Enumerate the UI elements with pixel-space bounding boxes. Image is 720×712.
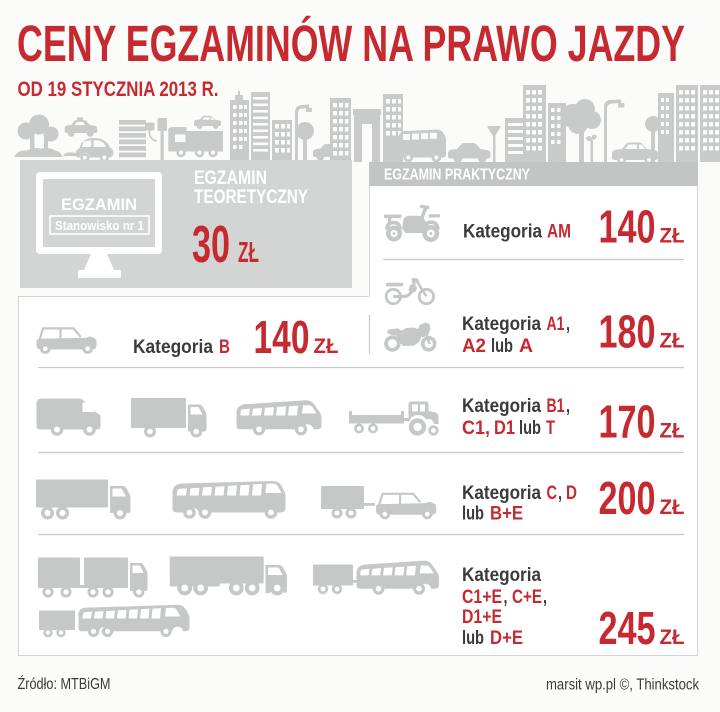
svg-text:ZŁ: ZŁ [238,237,259,269]
svg-text:EGZAMIN PRAKTYCZNY: EGZAMIN PRAKTYCZNY [384,167,530,184]
svg-text:lub: lub [491,336,513,357]
svg-text:lub: lub [519,418,541,439]
svg-text:C: C [547,483,558,504]
svg-text:245: 245 [599,602,656,654]
svg-text:B+E: B+E [490,504,523,525]
svg-text:ZŁ: ZŁ [660,224,685,248]
svg-text:D1: D1 [494,418,515,439]
svg-text:EGZAMIN: EGZAMIN [194,168,267,189]
svg-text:,: , [566,314,570,335]
svg-text:Kategoria: Kategoria [462,483,541,504]
svg-text:140: 140 [599,201,656,253]
svg-text:lub: lub [462,628,484,649]
svg-text:EGZAMIN: EGZAMIN [61,196,137,214]
svg-text:Kategoria: Kategoria [462,396,541,417]
svg-text:,: , [558,483,562,504]
svg-text:lub: lub [462,504,484,525]
svg-text:D: D [566,483,577,504]
svg-text:Źródło: MTBiGM: Źródło: MTBiGM [18,676,111,693]
svg-text:C1,: C1, [462,418,490,439]
svg-text:marsit wp.pl ©, Thinkstock: marsit wp.pl ©, Thinkstock [546,677,699,694]
svg-text:170: 170 [599,396,656,448]
svg-text:A1: A1 [547,314,565,335]
svg-text:Kategoria: Kategoria [463,222,542,243]
svg-text:,: , [543,587,547,608]
svg-text:,: , [566,396,570,417]
svg-text:Kategoria: Kategoria [133,337,213,358]
svg-text:TEORETYCZNY: TEORETYCZNY [194,187,308,208]
svg-text:200: 200 [599,472,656,524]
svg-text:140: 140 [254,311,310,363]
svg-text:ZŁ: ZŁ [660,329,685,353]
svg-text:Kategoria: Kategoria [462,565,541,586]
svg-text:ZŁ: ZŁ [660,495,685,519]
svg-text:T: T [546,418,555,439]
svg-text:A: A [519,336,533,357]
svg-text:B1: B1 [547,396,565,417]
svg-text:D+E: D+E [490,628,523,649]
svg-text:B: B [219,337,230,358]
svg-text:Stanowisko nr 1: Stanowisko nr 1 [55,218,144,233]
svg-text:,: , [504,587,508,608]
svg-text:Kategoria: Kategoria [462,314,541,335]
svg-text:ZŁ: ZŁ [660,625,685,649]
svg-text:C+E: C+E [512,587,542,608]
svg-text:OD 19 STYCZNIA 2013 R.: OD 19 STYCZNIA 2013 R. [18,77,219,101]
svg-text:ZŁ: ZŁ [660,419,685,443]
svg-text:180: 180 [599,306,656,358]
svg-text:A2: A2 [462,336,486,357]
svg-text:C1+E: C1+E [462,587,502,608]
svg-text:30: 30 [192,215,230,273]
svg-text:CENY EGZAMINÓW NA PRAWO JAZDY: CENY EGZAMINÓW NA PRAWO JAZDY [17,15,685,72]
svg-text:AM: AM [547,222,571,243]
svg-text:D1+E: D1+E [462,607,502,628]
svg-text:ZŁ: ZŁ [314,334,339,358]
